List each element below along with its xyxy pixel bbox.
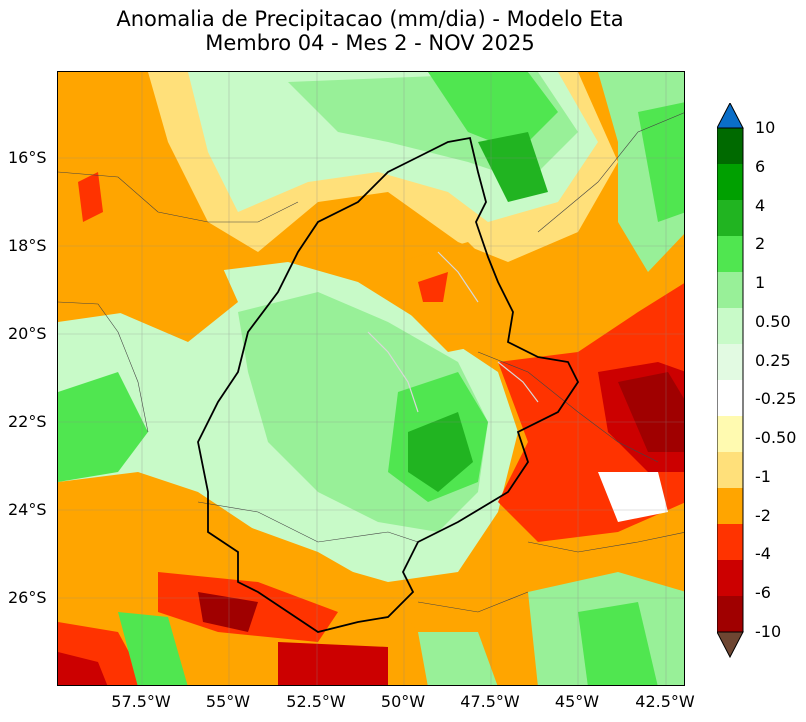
- lon-tick-55w: 55°W: [205, 692, 251, 711]
- lat-tick-20s: 20°S: [8, 324, 47, 343]
- colorbar-segment: [717, 308, 743, 345]
- anomaly-extreme-red-south: [198, 592, 258, 632]
- colorbar-label: -10: [755, 622, 782, 641]
- colorbar-segment: [717, 200, 743, 237]
- anomaly-dry-west: [58, 152, 238, 342]
- colorbar-label: -6: [755, 583, 771, 603]
- anomaly-green-far-south: [418, 632, 498, 685]
- chart-title-line-2: Membro 04 - Mes 2 - NOV 2025: [205, 31, 535, 55]
- anomaly-dry-north-central: [398, 242, 508, 352]
- colorbar-label: -2: [755, 505, 771, 525]
- anomaly-green-west: [58, 372, 148, 482]
- colorbar: [717, 103, 744, 659]
- colorbar-extend-max: [717, 103, 744, 129]
- state-boundaries: [58, 112, 684, 613]
- colorbar-segment: [717, 488, 743, 525]
- lon-tick-47-5w: 47.5°W: [460, 692, 520, 711]
- anomaly-red-north-central: [418, 272, 448, 302]
- lat-tick-24s: 24°S: [8, 500, 47, 519]
- colorbar-segment: [717, 128, 743, 165]
- anomaly-core-green-central: [408, 412, 473, 492]
- colorbar-segment: [717, 560, 743, 597]
- lon-tick-50w: 50°W: [380, 692, 426, 711]
- basin-contour: [197, 136, 580, 633]
- colorbar-segment: [717, 272, 743, 309]
- lat-tick-22s: 22°S: [8, 412, 47, 431]
- anomaly-red-west: [78, 172, 103, 222]
- colorbar-label: 0.25: [755, 350, 791, 370]
- colorbar-label: 6: [755, 156, 766, 176]
- colorbar-label: -0.50: [755, 428, 797, 448]
- colorbar-segment: [717, 596, 743, 633]
- colorbar-segment: [717, 524, 743, 561]
- colorbar-label: 4: [755, 195, 766, 215]
- anomaly-neutral-east: [598, 472, 668, 522]
- rivers: [367, 251, 539, 413]
- colorbar-label: 1: [755, 273, 766, 293]
- anomaly-strong-green-southeast: [578, 602, 658, 685]
- lat-tick-18s: 18°S: [8, 236, 47, 255]
- colorbar-label: 0.50: [755, 311, 791, 331]
- colorbar-extend-min: [717, 631, 744, 659]
- colorbar-segment: [717, 344, 743, 381]
- precipitation-anomaly-map: [57, 71, 685, 686]
- colorbar-segment: [717, 416, 743, 453]
- anomaly-strong-green-north: [428, 72, 558, 152]
- lon-tick-45w: 45°W: [554, 692, 600, 711]
- lon-tick-52-5w: 52.5°W: [286, 692, 346, 711]
- anomaly-field: [58, 72, 684, 685]
- anomaly-strong-red-southwest: [58, 652, 108, 685]
- anomaly-strong-green-northeast: [638, 102, 684, 222]
- colorbar-label: -0.25: [755, 389, 797, 409]
- colorbar-segment: [717, 164, 743, 201]
- anomaly-core-green-north: [478, 132, 548, 202]
- lon-tick-57-5w: 57.5°W: [111, 692, 171, 711]
- lat-tick-16s: 16°S: [8, 148, 47, 167]
- anomaly-extreme-red-east: [618, 372, 684, 452]
- colorbar-segment: [717, 452, 743, 489]
- colorbar-label: 10: [755, 118, 776, 137]
- chart-title-line-1: Anomalia de Precipitacao (mm/dia) - Mode…: [116, 7, 624, 31]
- lon-tick-42-5w: 42.5°W: [635, 692, 695, 711]
- colorbar-frame: [717, 127, 744, 633]
- anomaly-strong-red-far-south: [278, 642, 388, 685]
- map-gridlines: [58, 72, 684, 685]
- colorbar-segment: [717, 236, 743, 273]
- colorbar-segment: [717, 380, 743, 417]
- anomaly-green-southwest: [118, 612, 188, 685]
- colorbar-label: -1: [755, 466, 771, 486]
- colorbar-label: -4: [755, 544, 771, 564]
- colorbar-label: 2: [755, 234, 766, 254]
- lat-tick-26s: 26°S: [8, 588, 47, 607]
